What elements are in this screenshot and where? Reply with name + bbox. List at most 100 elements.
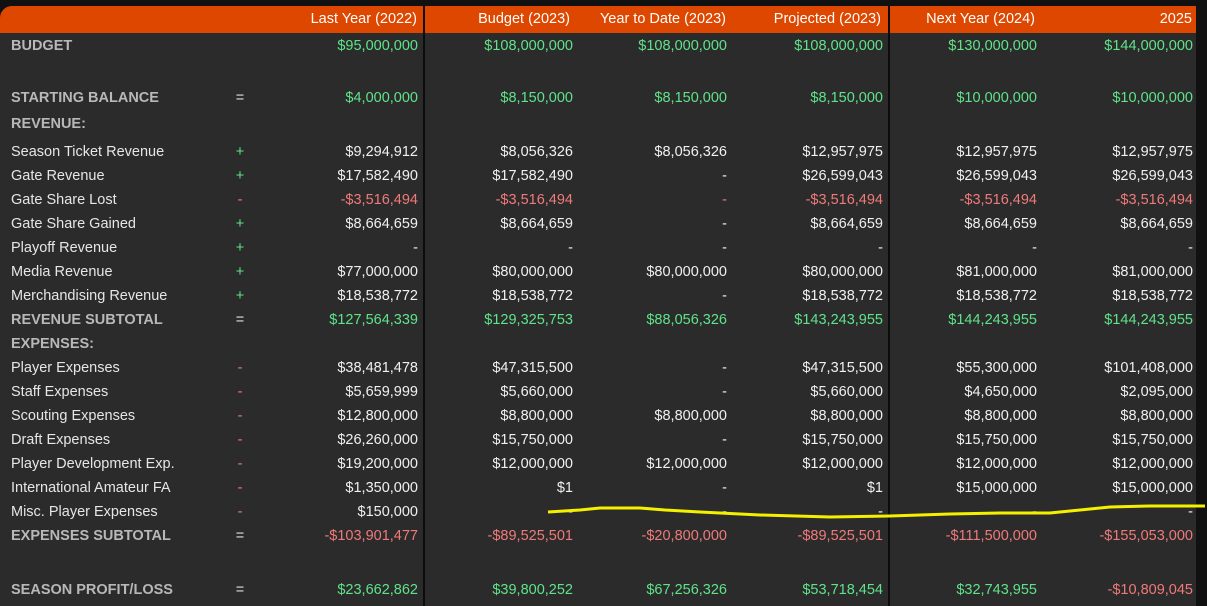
row-value: $19,200,000 bbox=[337, 456, 418, 472]
row-value: $18,538,772 bbox=[337, 288, 418, 304]
row-operator: - bbox=[237, 192, 243, 208]
row-value: $143,243,955 bbox=[794, 312, 883, 328]
table-row: SEASON PROFIT/LOSS = $23,662,862 $39,800,25… bbox=[0, 578, 1196, 602]
row-value: $26,260,000 bbox=[337, 432, 418, 448]
row-operator: = bbox=[235, 312, 245, 328]
row-value: - bbox=[722, 432, 727, 448]
row-label: BUDGET bbox=[11, 38, 73, 54]
table-row: Media Revenue + $77,000,000 $80,000,000 $80,… bbox=[0, 260, 1196, 284]
table-row: Gate Share Lost - -$3,516,494 -$3,516,494 - -… bbox=[0, 188, 1196, 212]
row-value: $47,315,500 bbox=[802, 360, 883, 376]
table-row: Misc. Player Expenses - $150,000 - - - - - bbox=[0, 500, 1196, 524]
row-value: $12,000,000 bbox=[492, 456, 573, 472]
row-value: $108,000,000 bbox=[638, 38, 727, 54]
column-header-row: Last Year (2022) Budget (2023) Year to D… bbox=[0, 6, 1196, 33]
row-label: SEASON PROFIT/LOSS bbox=[11, 582, 173, 598]
row-value: $5,660,000 bbox=[500, 384, 573, 400]
row-value: $8,056,326 bbox=[500, 144, 573, 160]
col-budget[interactable]: Budget (2023) bbox=[478, 11, 570, 27]
table-row: EXPENSES: bbox=[0, 332, 1196, 356]
row-operator: - bbox=[237, 432, 243, 448]
table-row: Merchandising Revenue + $18,538,772 $18,538… bbox=[0, 284, 1196, 308]
col-projected[interactable]: Projected (2023) bbox=[773, 11, 881, 27]
row-value: -$3,516,494 bbox=[805, 192, 883, 208]
row-operator: - bbox=[237, 408, 243, 424]
table-row: Player Development Exp. - $19,200,000 $12,0… bbox=[0, 452, 1196, 476]
row-value: - bbox=[878, 504, 883, 520]
row-operator: - bbox=[237, 480, 243, 496]
row-value: - bbox=[413, 240, 418, 256]
row-label: Gate Share Lost bbox=[11, 192, 117, 208]
row-value: - bbox=[1188, 240, 1193, 256]
row-value: - bbox=[878, 240, 883, 256]
row-value: $55,300,000 bbox=[956, 360, 1037, 376]
row-value: $9,294,912 bbox=[345, 144, 418, 160]
row-value: - bbox=[722, 288, 727, 304]
row-label: Playoff Revenue bbox=[11, 240, 118, 256]
col-2025[interactable]: 2025 bbox=[1159, 11, 1192, 27]
col-next-year[interactable]: Next Year (2024) bbox=[926, 11, 1035, 27]
row-value: $80,000,000 bbox=[646, 264, 727, 280]
column-divider bbox=[888, 6, 890, 606]
table-row: Season Ticket Revenue + $9,294,912 $8,056,3… bbox=[0, 140, 1196, 164]
row-value: $17,582,490 bbox=[337, 168, 418, 184]
row-value: $1,350,000 bbox=[345, 480, 418, 496]
row-operator: + bbox=[235, 264, 245, 280]
table-row: Staff Expenses - $5,659,999 $5,660,000 - $5,6… bbox=[0, 380, 1196, 404]
row-value: $8,664,659 bbox=[1120, 216, 1193, 232]
row-value: $12,957,975 bbox=[956, 144, 1037, 160]
table-row: BUDGET $95,000,000 $108,000,000 $108,000,00… bbox=[0, 34, 1196, 58]
row-label: International Amateur FA bbox=[11, 480, 171, 496]
row-value: $95,000,000 bbox=[337, 38, 418, 54]
row-value: $144,000,000 bbox=[1104, 38, 1193, 54]
table-row: Player Expenses - $38,481,478 $47,315,500 - $… bbox=[0, 356, 1196, 380]
table-row: EXPENSES SUBTOTAL = -$103,901,477 -$89,525,… bbox=[0, 524, 1196, 548]
row-value: $15,750,000 bbox=[492, 432, 573, 448]
row-value: $8,800,000 bbox=[654, 408, 727, 424]
row-label: EXPENSES SUBTOTAL bbox=[11, 528, 171, 544]
row-value: $8,800,000 bbox=[500, 408, 573, 424]
row-value: - bbox=[722, 480, 727, 496]
row-value: $26,599,043 bbox=[1112, 168, 1193, 184]
row-value: -$10,809,045 bbox=[1107, 582, 1193, 598]
row-value: $144,243,955 bbox=[948, 312, 1037, 328]
table-row: International Amateur FA - $1,350,000 $1 - $1… bbox=[0, 476, 1196, 500]
col-ytd[interactable]: Year to Date (2023) bbox=[599, 11, 726, 27]
row-value: $1 bbox=[866, 480, 883, 496]
row-value: - bbox=[1188, 504, 1193, 520]
row-value: -$3,516,494 bbox=[959, 192, 1037, 208]
row-label: Media Revenue bbox=[11, 264, 113, 280]
col-last-year[interactable]: Last Year (2022) bbox=[310, 11, 417, 27]
row-value: $23,662,862 bbox=[337, 582, 418, 598]
row-value: $10,000,000 bbox=[1112, 90, 1193, 106]
row-value: $26,599,043 bbox=[802, 168, 883, 184]
row-value: $32,743,955 bbox=[956, 582, 1037, 598]
row-label: Gate Share Gained bbox=[11, 216, 136, 232]
row-value: $39,800,252 bbox=[492, 582, 573, 598]
table-row: Gate Revenue + $17,582,490 $17,582,490 - $26,… bbox=[0, 164, 1196, 188]
row-value: - bbox=[722, 360, 727, 376]
row-value: $81,000,000 bbox=[956, 264, 1037, 280]
row-value: $47,315,500 bbox=[492, 360, 573, 376]
finances-panel: Last Year (2022) Budget (2023) Year to D… bbox=[0, 6, 1196, 606]
row-value: $12,957,975 bbox=[802, 144, 883, 160]
row-value: $12,000,000 bbox=[646, 456, 727, 472]
row-label: Draft Expenses bbox=[11, 432, 111, 448]
row-label: STARTING BALANCE bbox=[11, 90, 159, 106]
row-value: -$155,053,000 bbox=[1099, 528, 1193, 544]
table-row: REVENUE SUBTOTAL = $127,564,339 $129,325,75… bbox=[0, 308, 1196, 332]
row-value: $12,800,000 bbox=[337, 408, 418, 424]
row-value: $17,582,490 bbox=[492, 168, 573, 184]
row-value: -$89,525,501 bbox=[487, 528, 573, 544]
table-row: Gate Share Gained + $8,664,659 $8,664,659 - $… bbox=[0, 212, 1196, 236]
row-operator: + bbox=[235, 240, 245, 256]
row-value: - bbox=[722, 240, 727, 256]
row-operator: - bbox=[237, 456, 243, 472]
row-value: - bbox=[568, 240, 573, 256]
row-value: $80,000,000 bbox=[802, 264, 883, 280]
row-value: $101,408,000 bbox=[1104, 360, 1193, 376]
row-value: $67,256,326 bbox=[646, 582, 727, 598]
row-operator: + bbox=[235, 168, 245, 184]
row-operator: + bbox=[235, 144, 245, 160]
row-value: $130,000,000 bbox=[948, 38, 1037, 54]
